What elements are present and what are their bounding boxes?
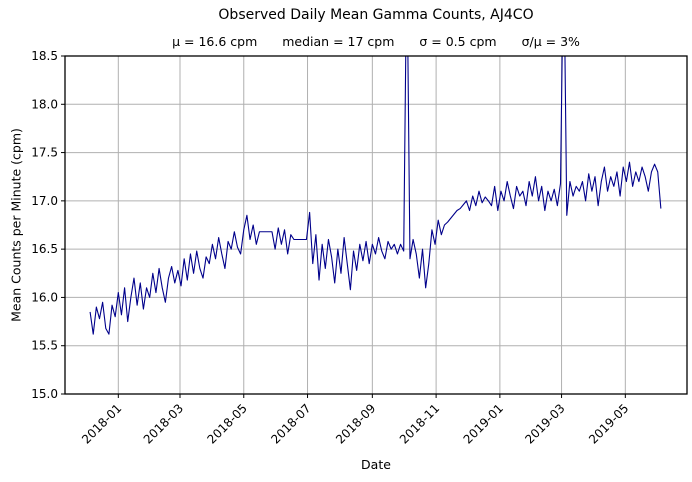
stat-sigma: σ = 0.5 cpm xyxy=(419,34,497,49)
svg-text:2018-09: 2018-09 xyxy=(333,401,378,446)
x-axis-label: Date xyxy=(361,457,391,472)
svg-text:2019-03: 2019-03 xyxy=(522,401,567,446)
data-series-line xyxy=(89,56,662,335)
stat-cv: σ/μ = 3% xyxy=(521,34,580,49)
svg-text:2019-01: 2019-01 xyxy=(461,401,506,446)
svg-text:18.5: 18.5 xyxy=(31,49,58,63)
svg-text:15.5: 15.5 xyxy=(31,339,58,353)
stat-median: median = 17 cpm xyxy=(282,34,395,49)
svg-text:16.0: 16.0 xyxy=(31,290,58,304)
svg-text:2018-07: 2018-07 xyxy=(268,401,313,446)
svg-text:2018-05: 2018-05 xyxy=(205,401,250,446)
chart-subtitle-stats: μ = 16.6 cpm median = 17 cpm σ = 0.5 cpm… xyxy=(65,34,687,49)
svg-text:2018-03: 2018-03 xyxy=(141,401,186,446)
svg-text:2019-05: 2019-05 xyxy=(586,401,631,446)
svg-text:17.0: 17.0 xyxy=(31,194,58,208)
svg-text:2018-11: 2018-11 xyxy=(397,401,442,446)
svg-text:18.0: 18.0 xyxy=(31,97,58,111)
svg-text:2018-01: 2018-01 xyxy=(79,401,124,446)
svg-text:16.5: 16.5 xyxy=(31,242,58,256)
svg-text:15.0: 15.0 xyxy=(31,387,58,401)
stat-mean: μ = 16.6 cpm xyxy=(172,34,258,49)
svg-text:17.5: 17.5 xyxy=(31,146,58,160)
chart-title: Observed Daily Mean Gamma Counts, AJ4CO xyxy=(218,7,534,23)
